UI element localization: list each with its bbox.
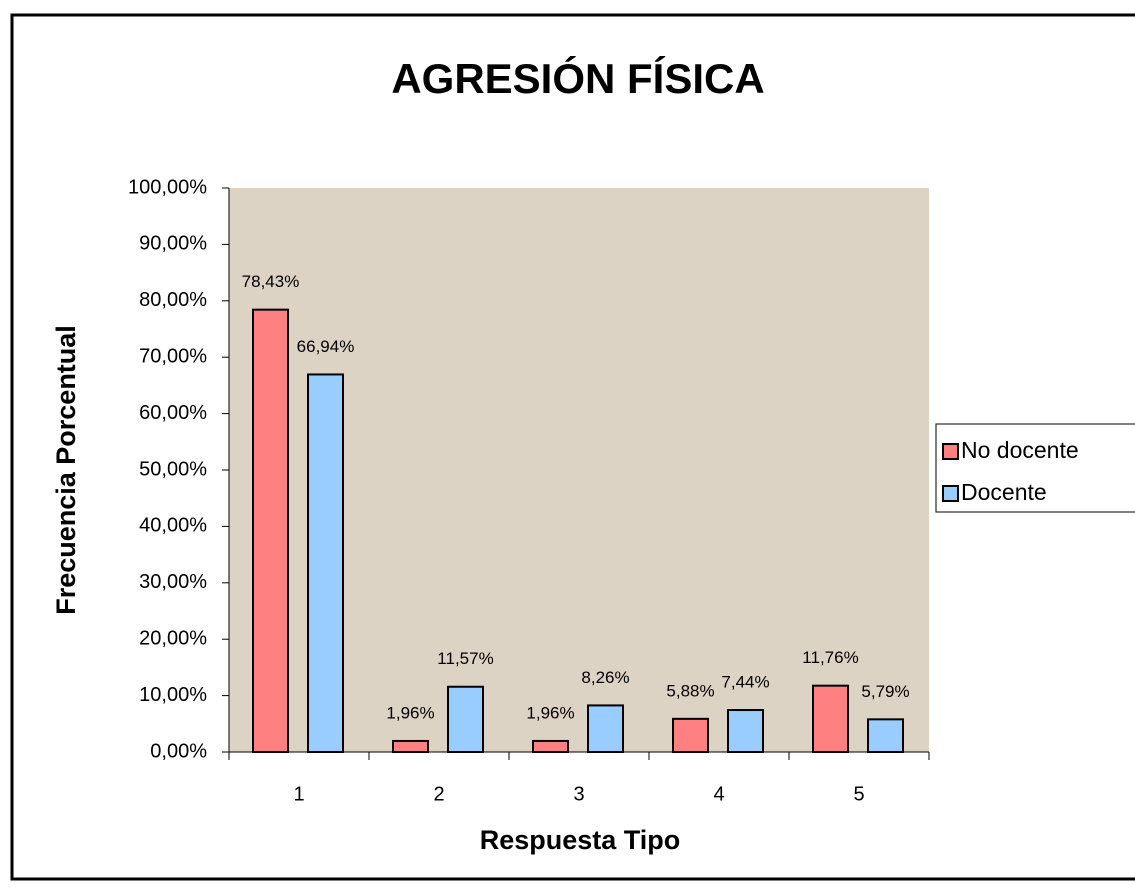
bar [447,685,484,753]
x-tick-label: 4 [713,783,724,805]
data-label: 7,44% [721,673,769,692]
bar [867,718,904,754]
x-tick-label: 1 [293,783,304,805]
data-label: 66,94% [297,337,355,356]
legend-swatch [942,485,959,502]
y-tick-label: 20,00% [139,627,207,649]
x-axis-label: Respuesta Tipo [480,825,681,855]
data-label: 1,96% [386,703,434,722]
legend-box [935,423,1135,513]
legend-label: No docente [961,437,1079,463]
x-tick-label: 5 [853,783,864,805]
y-tick-label: 0,00% [150,740,207,762]
bar [812,684,849,753]
data-label: 78,43% [242,272,300,291]
legend-label: Docente [961,479,1047,505]
data-label: 11,57% [437,649,493,668]
data-label: 11,76% [802,648,858,667]
x-tick-label: 2 [433,783,444,805]
bar [392,739,429,754]
chart-title: AGRESIÓN FÍSICA [391,54,764,102]
data-label: 8,26% [581,668,629,687]
y-tick-label: 100,00% [128,176,207,198]
plot-area [229,188,929,752]
data-label: 5,79% [861,682,909,701]
bar [672,717,709,753]
bar [252,308,289,753]
bar [727,709,764,753]
y-tick-label: 50,00% [139,458,207,480]
x-tick-label: 3 [573,783,584,805]
legend-swatch [942,443,959,460]
y-tick-label: 60,00% [139,402,207,424]
bar [307,373,344,753]
bar [532,739,569,754]
y-tick-label: 70,00% [139,345,207,367]
y-tick-label: 90,00% [139,233,207,255]
y-tick-label: 80,00% [139,289,207,311]
y-axis-label: Frecuencia Porcentual [51,325,81,615]
data-label: 1,96% [526,703,574,722]
bar [587,704,624,753]
data-label: 5,88% [666,681,714,700]
y-tick-label: 40,00% [139,515,207,537]
y-tick-label: 30,00% [139,571,207,593]
y-tick-label: 10,00% [139,684,207,706]
